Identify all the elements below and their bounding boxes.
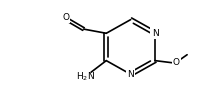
Text: O: O	[62, 13, 69, 22]
Text: O: O	[173, 58, 180, 67]
Text: N: N	[152, 29, 158, 38]
Text: H$_2$N: H$_2$N	[76, 71, 95, 83]
Text: N: N	[127, 70, 134, 79]
